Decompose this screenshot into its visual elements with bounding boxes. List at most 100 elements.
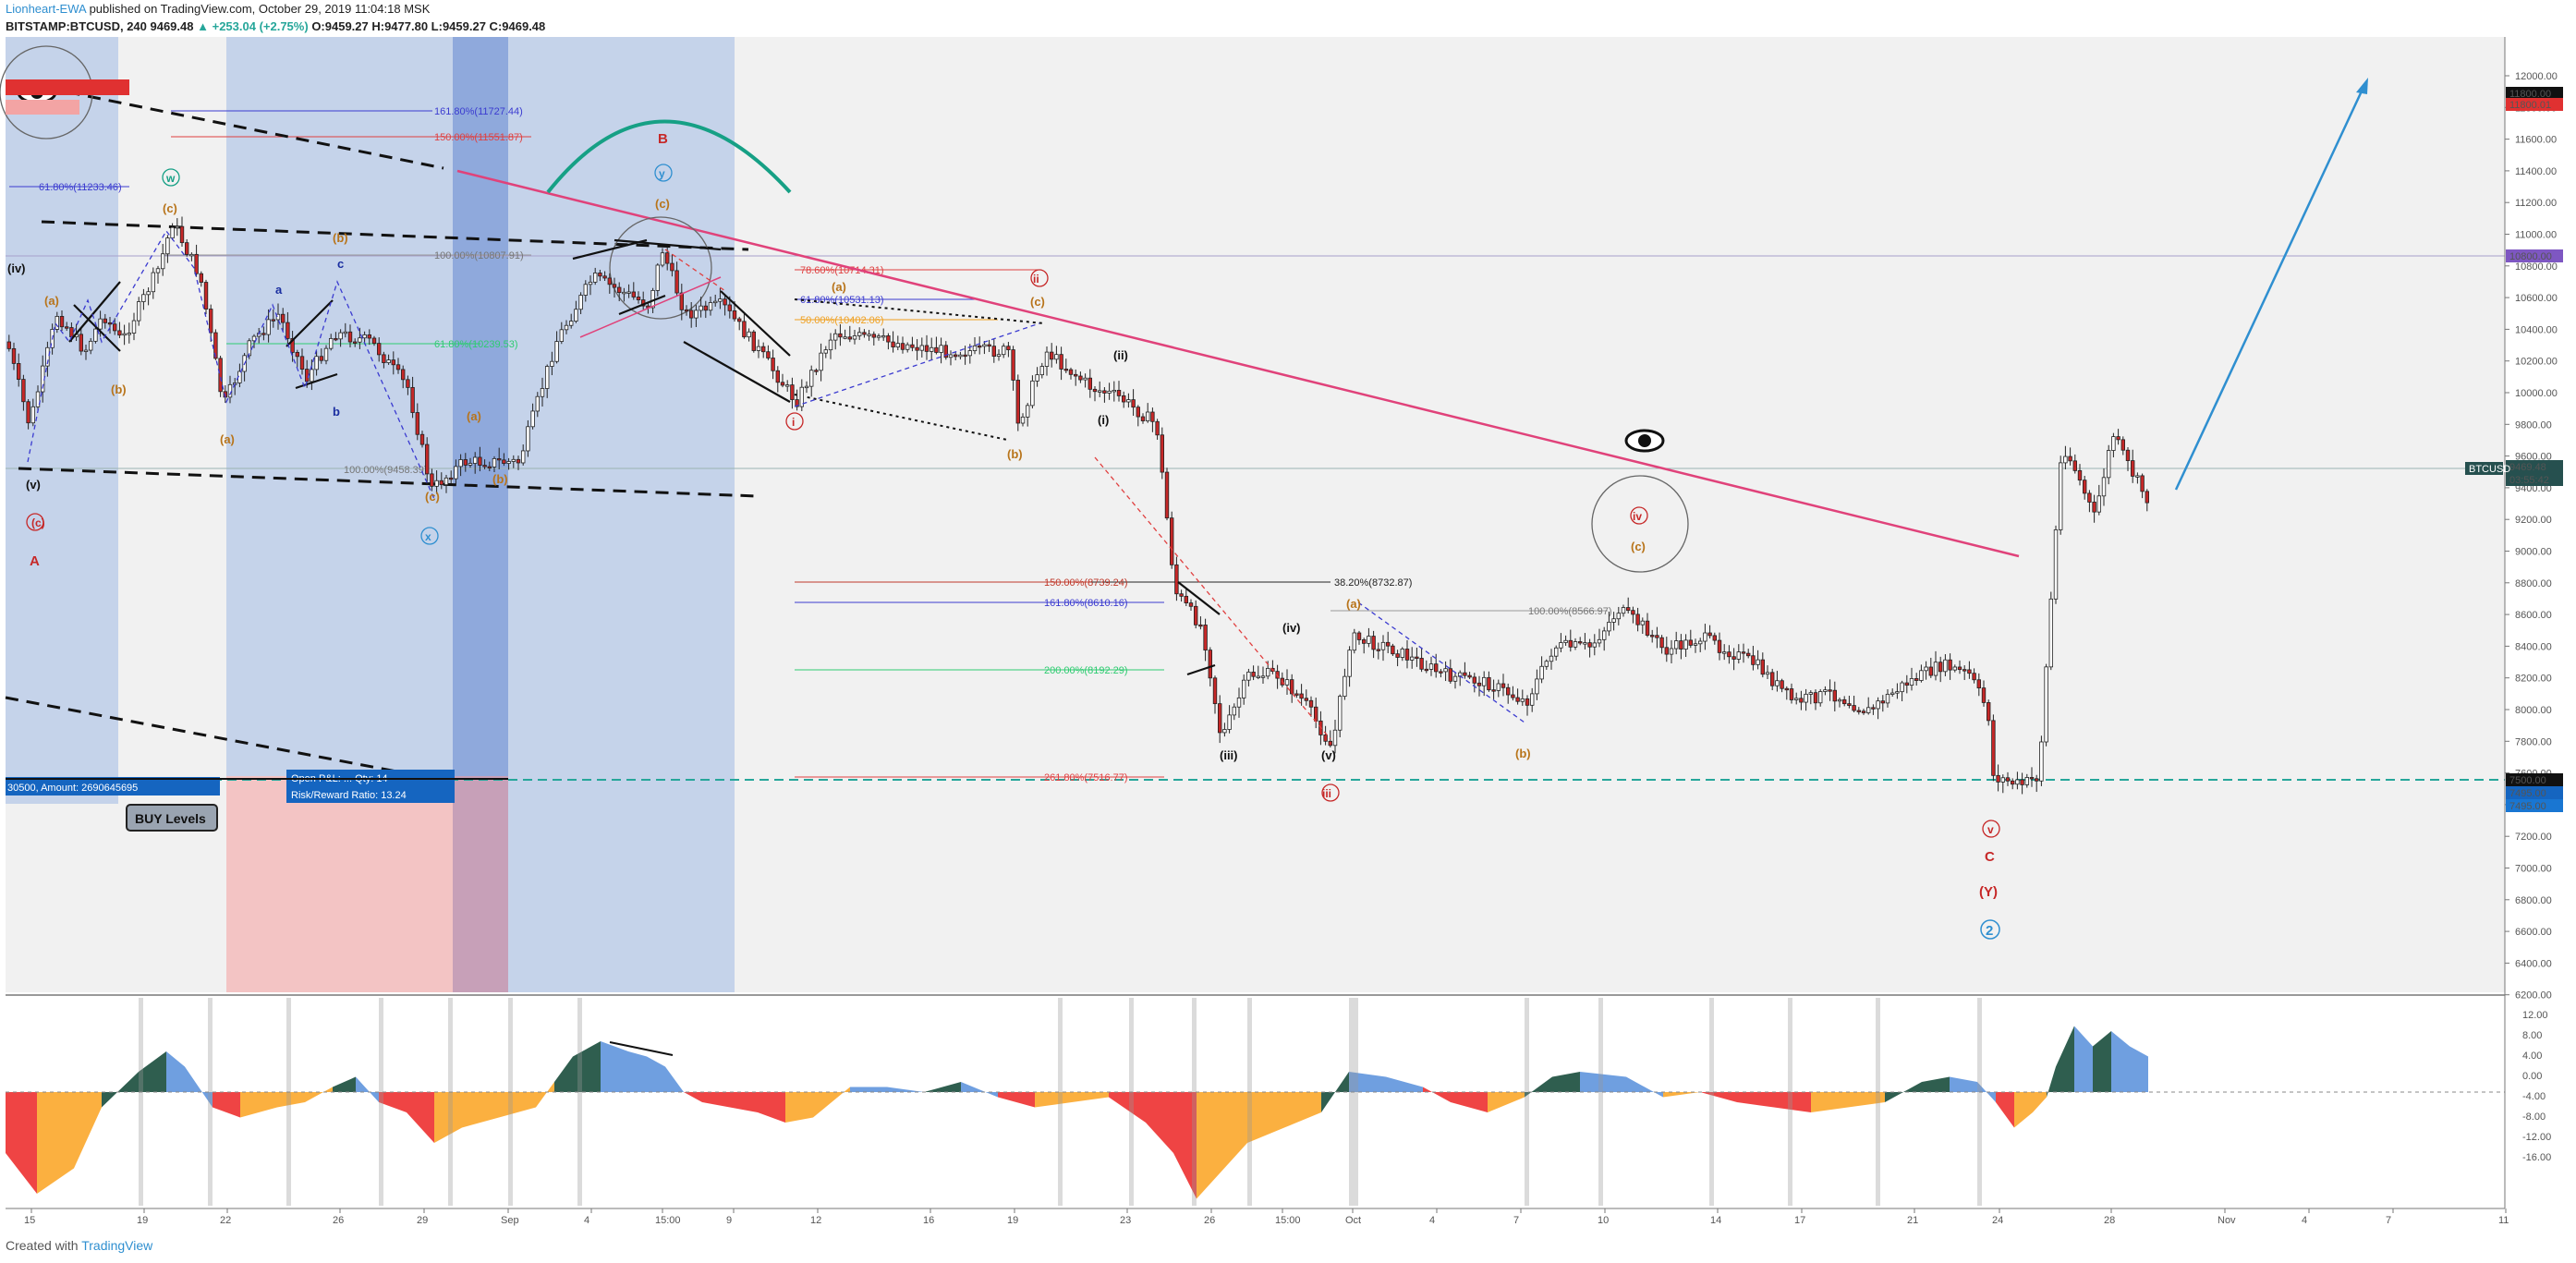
price-tag-label: 7495.00	[2509, 788, 2546, 799]
time-tick-label: 28	[2104, 1215, 2115, 1226]
fib-label: 100.00%(10807.91)	[434, 250, 524, 261]
osc-tick-label: 12.00	[2522, 1010, 2548, 1021]
wave-Y: (Y)	[1979, 884, 1998, 900]
candlestick-series[interactable]	[6, 216, 2149, 795]
osc-tick-label: 8.00	[2522, 1030, 2542, 1041]
price-tag-label: 10800.00	[2509, 251, 2552, 262]
wave-v: v	[1987, 823, 1994, 836]
wave-piii: (iii)	[1220, 748, 1238, 762]
symbol-info: BITSTAMP:BTCUSD, 240 9469.48 ▲ +253.04 (…	[6, 19, 545, 33]
wave-c: (c)	[163, 201, 177, 215]
time-tick-label: 14	[1710, 1215, 1721, 1226]
price-tick-label: 9200.00	[2515, 515, 2552, 526]
footer: Created with TradingView	[6, 1238, 152, 1253]
wave-a: (a)	[832, 280, 846, 294]
zone-b	[226, 37, 453, 776]
symbol-label: BITSTAMP:BTCUSD, 240 9469.48	[6, 19, 194, 33]
wave-b: (b)	[1515, 747, 1531, 760]
channel-lines	[5, 86, 759, 775]
wave-sa: a	[275, 283, 283, 297]
osc-tick-label: 0.00	[2522, 1071, 2542, 1082]
wave-sc: c	[337, 257, 344, 271]
fib-label: 261.80%(7516.77)	[1044, 772, 1128, 783]
wave-w: w	[165, 172, 176, 185]
price-tick-label: 7000.00	[2515, 864, 2552, 875]
price-tick-label: 9600.00	[2515, 452, 2552, 463]
wave-A: A	[30, 553, 40, 569]
oscillator-series	[6, 998, 2148, 1206]
osc-tick-label: 4.00	[2522, 1050, 2542, 1062]
time-tick-label: 7	[2386, 1215, 2391, 1226]
price-tick-label: 11000.00	[2515, 230, 2557, 241]
time-tick-label: 19	[137, 1215, 148, 1226]
time-tick-label: 29	[417, 1215, 428, 1226]
wave-b: (b)	[1007, 447, 1023, 461]
price-tick-label: 10600.00	[2515, 293, 2558, 304]
price-tick-label: 8200.00	[2515, 674, 2552, 685]
tradingview-brand[interactable]: TradingView	[81, 1238, 153, 1253]
fib-label: 78.60%(10714.31)	[800, 265, 884, 276]
author-link[interactable]: Lionheart-EWA	[6, 2, 86, 16]
wave-ii: ii	[1033, 273, 1039, 285]
price-tick-label: 8000.00	[2515, 705, 2552, 716]
fib-label: 161.80%(8610.16)	[1044, 598, 1128, 609]
price-tick-label: 8800.00	[2515, 578, 2552, 589]
target-arrow[interactable]	[2174, 78, 2368, 491]
time-axis[interactable]: 15 19 22 26 29 Sep 4 15:00 9 12 16 19 23 26 15:00 Oct 4 7…	[24, 1208, 2509, 1226]
price-tick-label: 6800.00	[2515, 895, 2552, 906]
time-tick-label: 22	[220, 1215, 231, 1226]
price-tag-label: 9469.48	[2509, 462, 2546, 473]
ohlc-values: O:9459.27 H:9477.80 L:9459.27 C:9469.48	[311, 19, 546, 33]
price-tick-label: 6400.00	[2515, 958, 2552, 969]
wave-a: (a)	[220, 432, 235, 446]
fib-label: 150.00%(8739.24)	[1044, 577, 1128, 589]
price-tick-label: 6600.00	[2515, 927, 2552, 938]
price-tag-label: 11800.01	[2509, 100, 2551, 111]
wave-piv: (iv)	[1282, 621, 1301, 635]
fib-label: 61.80%(11233.46)	[39, 182, 122, 193]
price-tick-label: 7200.00	[2515, 832, 2552, 843]
time-tick-label: Nov	[2218, 1215, 2236, 1226]
wave-C: C	[1985, 849, 1995, 865]
time-tick-label: 21	[1907, 1215, 1918, 1226]
created-with: Created with	[6, 1238, 79, 1253]
fib-label: 61.80%(10239.53)	[434, 339, 518, 350]
fib-label: 100.00%(8566.97)	[1528, 606, 1612, 617]
price-tick-label: 11400.00	[2515, 166, 2557, 177]
svg-text:2: 2	[1986, 923, 1993, 939]
zone-b2	[508, 37, 735, 992]
fib-label: 61.80%(10531.13)	[800, 295, 884, 306]
time-tick-label: 15:00	[1275, 1215, 1301, 1226]
zone-b-dark	[453, 37, 508, 776]
wave-b: (b)	[492, 472, 508, 486]
time-tick-label: 26	[333, 1215, 344, 1226]
wave-pv: (v)	[26, 478, 41, 492]
time-tick-label: Oct	[1345, 1215, 1361, 1226]
position-tool[interactable]: 30500, Amount: 2690645695 Open P&L: ... …	[6, 770, 508, 832]
wave-x: x	[425, 530, 431, 543]
price-tick-label: 7800.00	[2515, 736, 2552, 747]
price-tick-label: 9800.00	[2515, 419, 2552, 431]
wave-c: (c)	[1631, 540, 1646, 553]
chart-canvas[interactable]: 161.80%(11727.44) 150.00%(11551.87) 61.8…	[0, 37, 2576, 1233]
time-tick-label: 10	[1598, 1215, 1609, 1226]
osc-tick-label: -12.00	[2522, 1132, 2551, 1143]
time-tick-label: 16	[923, 1215, 934, 1226]
price-tag-label: 7500.00	[2509, 775, 2546, 786]
publish-text: published on TradingView.com, October 29…	[85, 2, 431, 16]
time-tick-label: 12	[810, 1215, 821, 1226]
oscillator-axis[interactable]: 12.00 8.00 4.00 0.00 -4.00 -8.00 -12.00 -16.00	[2522, 1010, 2551, 1163]
descending-trendline[interactable]	[456, 169, 2020, 558]
wave-a: (a)	[44, 294, 59, 308]
wave-a: (a)	[467, 409, 481, 423]
wave-y: y	[659, 167, 665, 180]
risk-zone	[226, 776, 453, 992]
eye-icon	[1624, 429, 1665, 453]
time-tick-label: 11	[2498, 1215, 2509, 1226]
wave-c-circled: (c)	[31, 516, 45, 529]
wave-b: (b)	[333, 231, 348, 245]
time-tick-label: 23	[1120, 1215, 1131, 1226]
top-arc	[546, 119, 792, 194]
time-tick-label: 4	[2302, 1215, 2307, 1226]
price-tick-label: 10200.00	[2515, 357, 2558, 368]
